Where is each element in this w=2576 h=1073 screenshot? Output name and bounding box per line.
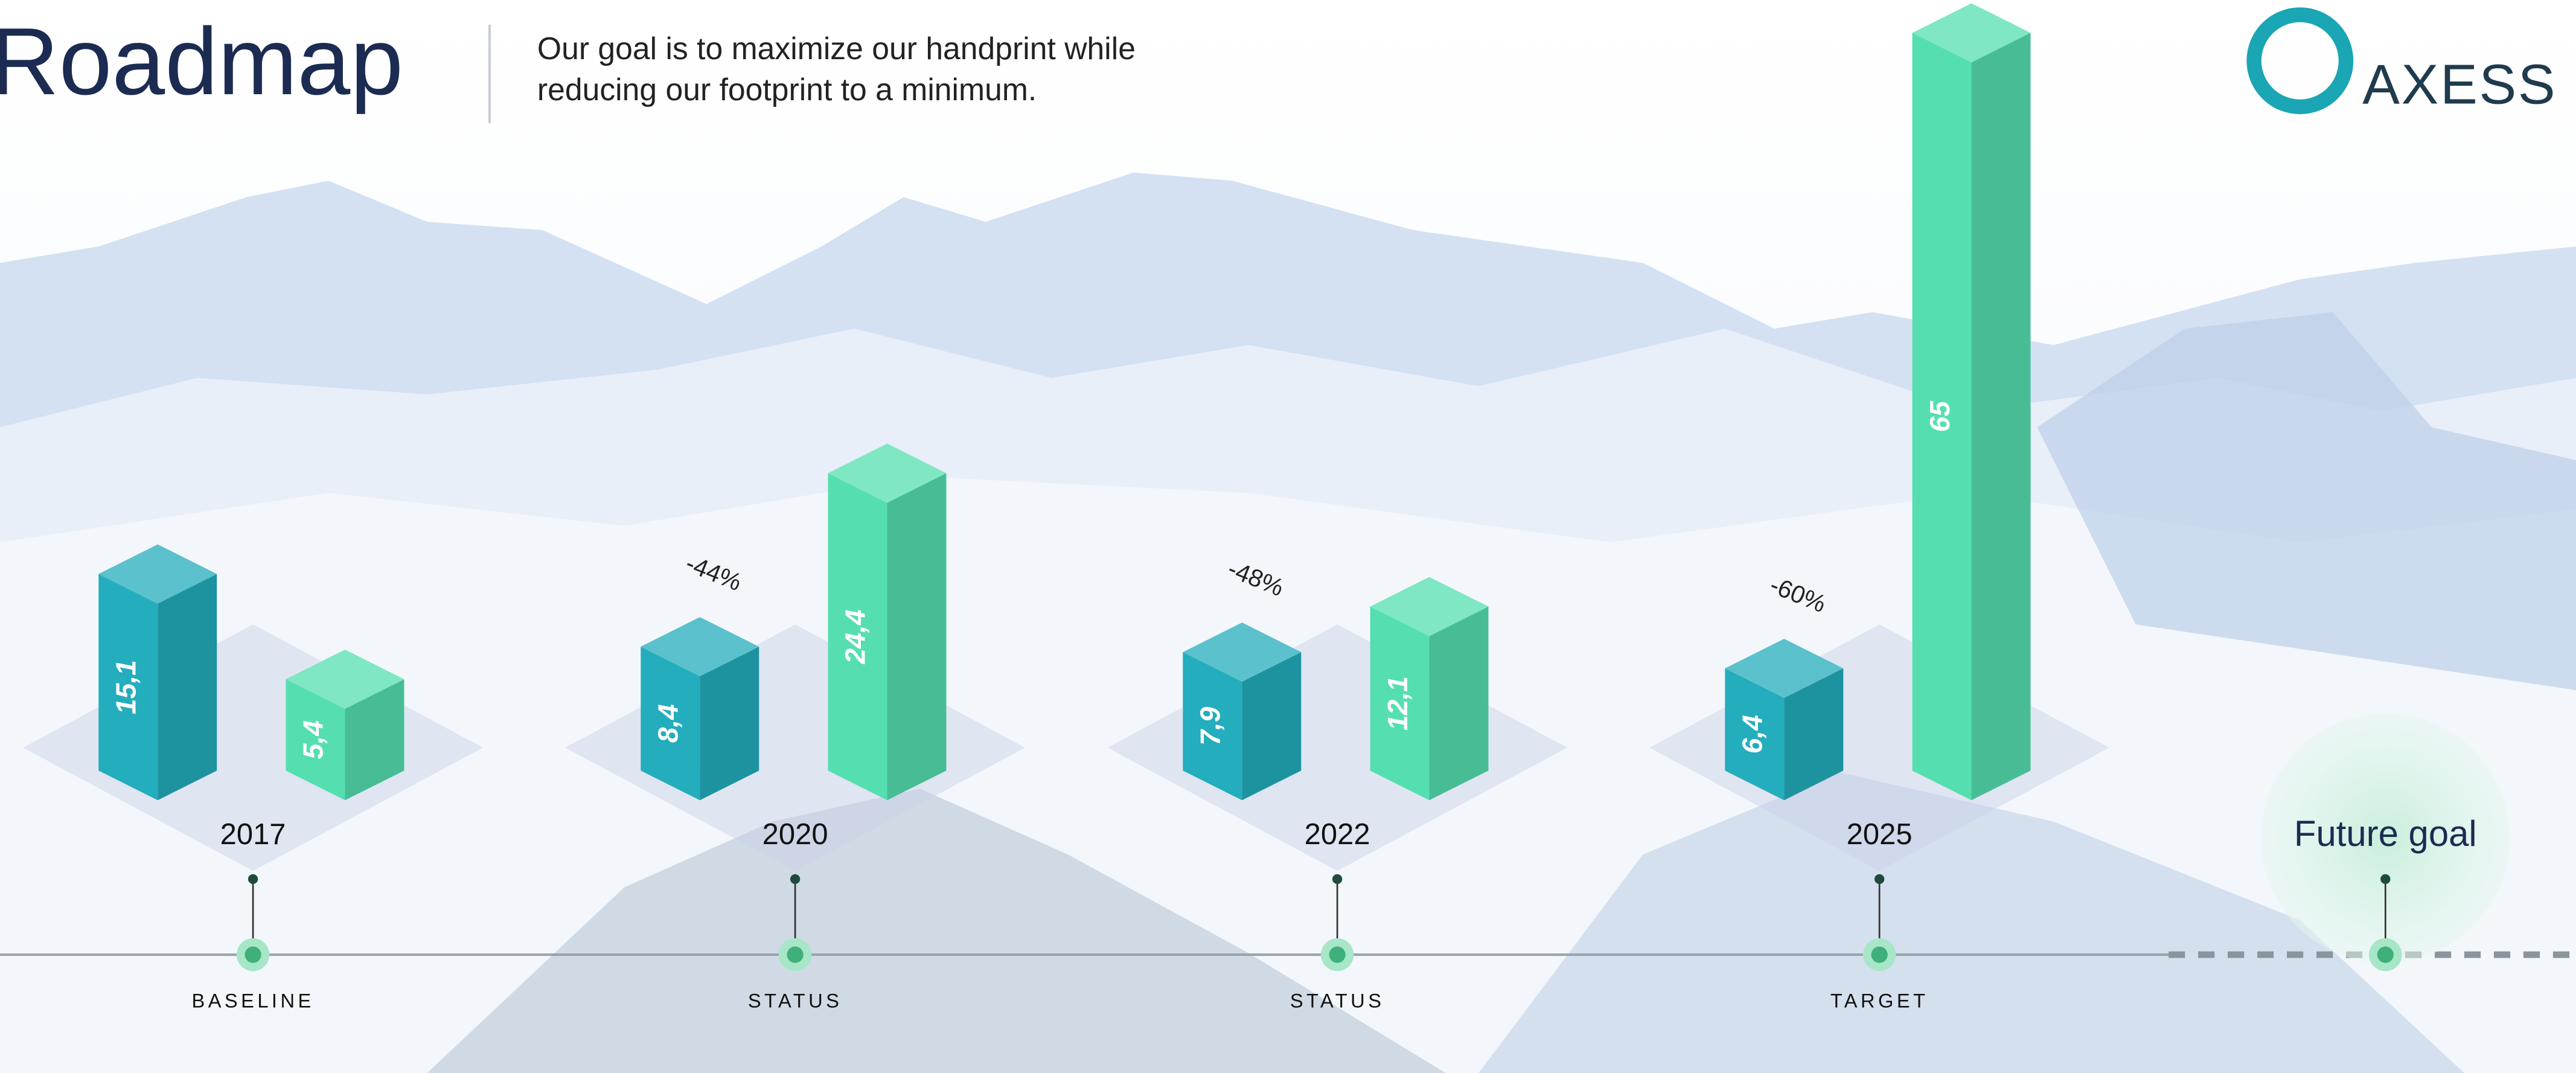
bar-side [1971, 33, 2031, 801]
bar [286, 679, 345, 801]
timeline-node-core [1871, 946, 1888, 963]
future-goal: Future goal [2294, 813, 2477, 854]
bar-top [98, 544, 217, 604]
value-label: 6,4 [1737, 715, 1768, 754]
bar-top-shade [1183, 622, 1302, 682]
bar-side-shade [158, 574, 217, 801]
timeline-node-core [2377, 946, 2394, 963]
bar-top [1370, 577, 1489, 636]
timeline-node-core [787, 946, 804, 963]
bar [1725, 668, 1785, 801]
bar-side [158, 574, 217, 801]
bar [98, 574, 158, 801]
timeline-node-core [1329, 946, 1346, 963]
title: Roadmap [0, 8, 403, 115]
bar-side-shade [1242, 652, 1302, 801]
future-halo [2260, 713, 2511, 963]
bar-top-shade [1725, 638, 1844, 698]
bar [1912, 33, 1972, 801]
value-label: 12,1 [1382, 676, 1413, 731]
value-label: 15,1 [110, 660, 141, 714]
bar-side-shade [1784, 668, 1844, 801]
bar-side [1242, 652, 1302, 801]
stage-label: TARGET [1830, 990, 1929, 1012]
connector-dot [1874, 874, 1885, 885]
value-label: 24,4 [840, 609, 871, 664]
bar-top-shade [1912, 3, 2031, 63]
bar-top-shade [1370, 577, 1489, 636]
bar-top [286, 649, 404, 709]
bar-top-shade [286, 649, 404, 709]
value-label: 7,9 [1195, 706, 1226, 746]
value-label: 5,4 [298, 720, 329, 759]
bar [1370, 606, 1430, 801]
bar-top [1725, 638, 1844, 698]
bar-side [1784, 668, 1844, 801]
bar-side-shade [1971, 33, 2031, 801]
bar-top [1183, 622, 1302, 682]
stage-label: STATUS [748, 990, 843, 1012]
bar-side-shade [700, 646, 759, 801]
stage-label: BASELINE [191, 990, 314, 1012]
year-label: 2025 [1847, 818, 1913, 851]
connector-dot [2380, 874, 2391, 885]
connector-dot [248, 874, 258, 885]
bar-top [1912, 3, 2031, 63]
bar [641, 646, 700, 801]
subtitle: reducing our footprint to a minimum. [537, 72, 1037, 107]
logo: AXESS [2362, 53, 2557, 115]
stage-label: STATUS [1290, 990, 1385, 1012]
bar-side [1429, 606, 1489, 801]
bar-side [345, 679, 404, 801]
bar-side [887, 473, 947, 801]
bar [828, 473, 887, 801]
bar-side-shade [887, 473, 947, 801]
bar-side-shade [1429, 606, 1489, 801]
connector-dot [1332, 874, 1343, 885]
bar-side-shade [345, 679, 404, 801]
bar [1183, 652, 1242, 801]
logo-mark [2246, 7, 2354, 115]
year-label: 2020 [762, 818, 828, 851]
value-label: 8,4 [653, 704, 684, 743]
bar-top [828, 443, 947, 503]
year-label: 2017 [220, 818, 286, 851]
timeline-node-core [244, 946, 261, 963]
year-label: 2022 [1305, 818, 1370, 851]
connector-dot [790, 874, 801, 885]
value-label: 65 [1924, 400, 1955, 432]
subtitle: Our goal is to maximize our handprint wh… [537, 31, 1136, 66]
bar-top-shade [98, 544, 217, 604]
bar-side [700, 646, 759, 801]
bar-top-shade [828, 443, 947, 503]
